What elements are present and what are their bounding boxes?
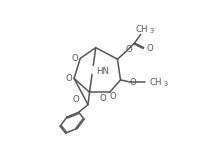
Text: O: O bbox=[65, 74, 72, 83]
Text: CH: CH bbox=[150, 78, 162, 87]
Text: 3: 3 bbox=[164, 81, 168, 87]
Text: HN: HN bbox=[96, 67, 109, 76]
Text: O: O bbox=[99, 94, 106, 103]
Text: O: O bbox=[126, 45, 132, 54]
Text: CH: CH bbox=[136, 25, 149, 34]
Text: O: O bbox=[72, 95, 79, 104]
Text: 3: 3 bbox=[150, 28, 154, 34]
Text: O: O bbox=[72, 54, 78, 63]
Text: O: O bbox=[109, 92, 116, 101]
Text: O: O bbox=[146, 44, 153, 53]
Text: O: O bbox=[130, 78, 136, 87]
